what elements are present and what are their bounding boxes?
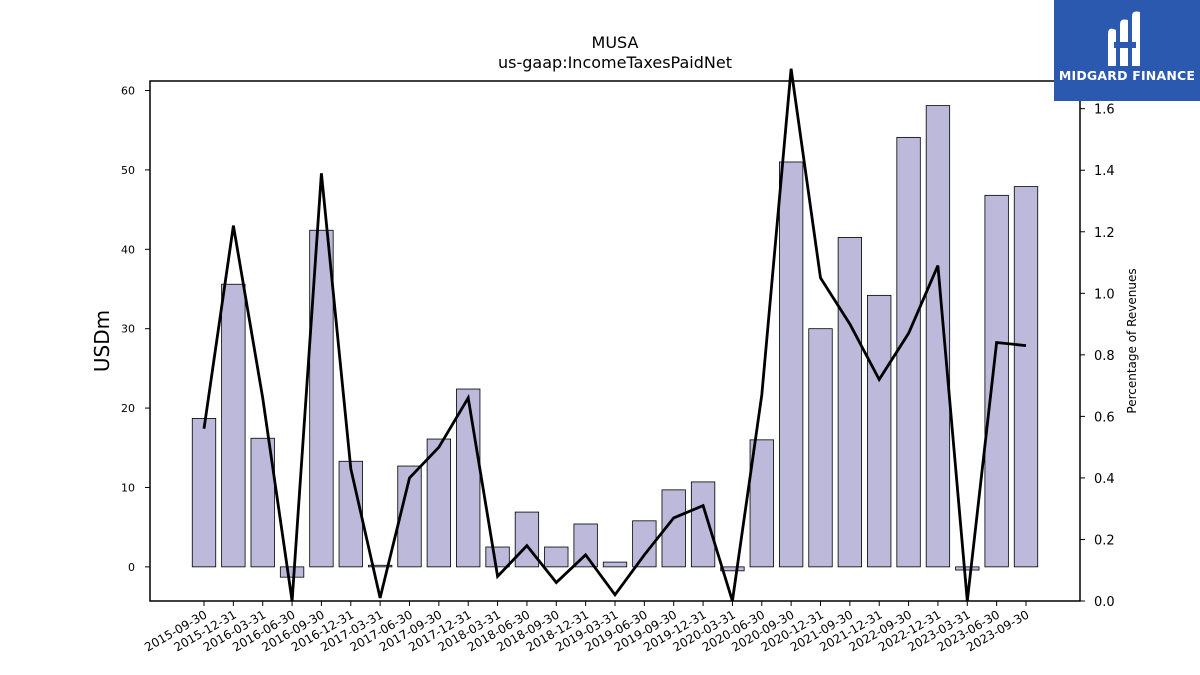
y2-tick-label: 1.0 xyxy=(1094,287,1115,302)
bar xyxy=(309,229,334,568)
y-tick-label: 10 xyxy=(121,481,135,494)
y2-axis-label: Percentage of Revenues xyxy=(1125,268,1139,413)
bar xyxy=(779,161,804,568)
bar xyxy=(279,566,305,578)
y-tick-label: 0 xyxy=(128,561,135,574)
x-axis: 2015-09-302015-12-312016-03-312016-06-30… xyxy=(142,601,1032,654)
bar xyxy=(397,465,422,568)
y2-tick-label: 1.6 xyxy=(1094,103,1115,118)
bar xyxy=(573,523,598,568)
bar xyxy=(602,561,628,568)
bar xyxy=(808,328,833,568)
y-tick-label: 20 xyxy=(121,402,135,415)
y2-tick-label: 0.0 xyxy=(1094,595,1115,610)
bar xyxy=(456,388,481,568)
bar xyxy=(867,294,892,568)
y2-tick-label: 0.8 xyxy=(1094,349,1115,364)
y-tick-label: 40 xyxy=(121,243,135,256)
y2-tick-label: 0.4 xyxy=(1094,472,1115,487)
logo-text: MIDGARD FINANCE xyxy=(1058,68,1196,83)
bar xyxy=(514,511,540,568)
bar xyxy=(661,489,686,568)
bar xyxy=(955,566,980,571)
midgard-logo-icon xyxy=(1108,11,1140,67)
y2-tick-label: 0.2 xyxy=(1094,533,1115,548)
bar xyxy=(544,546,569,568)
bar xyxy=(632,520,657,568)
bar xyxy=(984,194,1009,568)
y-axis: 0 10 20 30 40 50 60 xyxy=(121,85,150,574)
bar xyxy=(485,546,510,568)
line-series xyxy=(202,68,1027,602)
midgard-finance-logo: MIDGARD FINANCE xyxy=(1054,0,1200,101)
y2-tick-label: 1.4 xyxy=(1094,164,1115,179)
chart-title: MUSA xyxy=(592,33,639,52)
y-tick-label: 50 xyxy=(121,164,135,177)
bar xyxy=(250,437,275,568)
bar xyxy=(749,439,774,568)
bar xyxy=(191,418,217,568)
chart-subtitle: us-gaap:IncomeTaxesPaidNet xyxy=(498,53,732,72)
y-axis-label: USDm xyxy=(90,310,114,372)
bar xyxy=(925,105,951,568)
bar-series xyxy=(191,105,1039,578)
bar xyxy=(1013,186,1039,568)
bar xyxy=(221,283,246,568)
y2-tick-label: 1.2 xyxy=(1094,226,1115,241)
bar xyxy=(367,564,393,568)
revenue-percentage-line xyxy=(202,68,1027,602)
bar xyxy=(896,136,921,568)
y-tick-label: 60 xyxy=(121,85,135,98)
bar xyxy=(837,236,862,568)
bar xyxy=(690,481,716,568)
y2-tick-label: 0.6 xyxy=(1094,410,1115,425)
y2-axis: 0.0 0.2 0.4 0.6 0.8 1.0 1.2 1.4 1.6 xyxy=(1080,103,1115,610)
bar xyxy=(426,438,452,568)
y-tick-label: 30 xyxy=(121,323,135,336)
bar xyxy=(720,566,745,572)
bar xyxy=(338,460,363,568)
